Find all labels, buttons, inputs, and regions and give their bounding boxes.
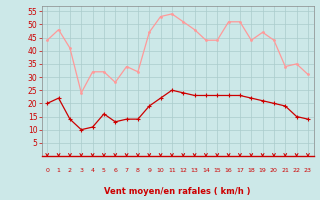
X-axis label: Vent moyen/en rafales ( km/h ): Vent moyen/en rafales ( km/h ) bbox=[104, 187, 251, 196]
